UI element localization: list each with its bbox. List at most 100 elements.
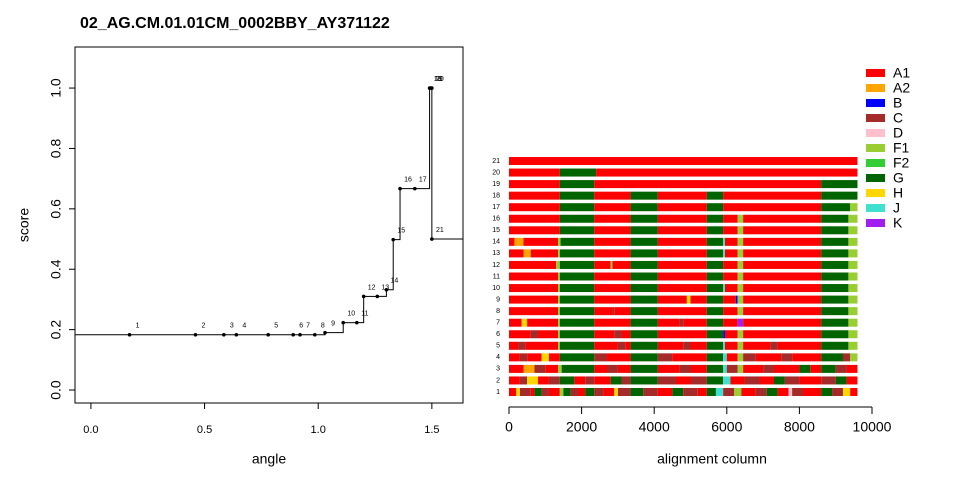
segment [545, 364, 559, 373]
segment [706, 364, 724, 373]
legend-swatch [866, 99, 885, 107]
segment [737, 353, 744, 362]
segment [558, 284, 560, 293]
segment [723, 203, 822, 212]
segment [585, 388, 595, 396]
segment [777, 341, 822, 350]
segment [773, 364, 800, 373]
row-label: 5 [496, 343, 500, 350]
segment [509, 272, 559, 281]
segment [621, 330, 631, 339]
segment [743, 307, 822, 316]
segment [657, 376, 676, 385]
segment [850, 353, 858, 362]
segment [821, 376, 836, 385]
segment [723, 353, 727, 362]
segment [630, 191, 658, 200]
segment [850, 388, 858, 396]
segment [792, 353, 822, 362]
segment [723, 214, 738, 223]
segment [657, 307, 707, 316]
segment [723, 330, 725, 339]
segment [594, 260, 611, 269]
segment [509, 180, 560, 189]
point [266, 332, 271, 337]
segment [530, 249, 559, 258]
segment [614, 307, 631, 316]
legend-label: C [893, 110, 903, 126]
segment [706, 260, 724, 269]
segment [538, 330, 559, 339]
segment [848, 307, 858, 316]
plot-frame [74, 46, 464, 404]
segment [558, 341, 560, 350]
row-label: 13 [492, 250, 500, 257]
segment [558, 295, 560, 304]
segment [509, 318, 522, 327]
segment [723, 376, 731, 385]
segment [527, 376, 539, 385]
row-label: 6 [496, 331, 500, 338]
point [298, 332, 302, 337]
segment [743, 330, 822, 339]
point-label: 20 [436, 76, 444, 83]
segment [614, 330, 622, 339]
segment [723, 237, 725, 246]
segment [848, 260, 858, 269]
segment [690, 295, 707, 304]
segment [723, 307, 738, 316]
segment [706, 376, 724, 385]
x-tick-label: 6000 [711, 419, 742, 435]
segment [679, 318, 684, 327]
segment [523, 364, 535, 373]
point [361, 294, 366, 299]
segment [519, 388, 531, 396]
step-line [325, 322, 344, 334]
segment [577, 388, 586, 396]
segment [683, 388, 698, 396]
segment [821, 203, 851, 212]
point-label: 10 [347, 311, 355, 318]
segment [596, 168, 858, 177]
segment [614, 388, 618, 396]
segment [612, 260, 631, 269]
segment [846, 376, 858, 385]
segment [766, 388, 778, 396]
segment [737, 341, 744, 350]
legend-swatch [866, 114, 885, 122]
segment [737, 330, 744, 339]
segment [835, 364, 847, 373]
segment [743, 284, 822, 293]
segment [846, 364, 858, 373]
legend-swatch [866, 174, 885, 182]
segment [559, 168, 597, 177]
point-label: 9 [331, 320, 335, 327]
point [222, 332, 226, 337]
point-label: 18 [434, 76, 442, 83]
segment [558, 364, 562, 373]
segment [690, 364, 707, 373]
segment [723, 318, 738, 327]
segment [848, 214, 858, 223]
segment [675, 376, 691, 385]
segment [630, 260, 658, 269]
point-label: 21 [436, 227, 444, 234]
segment [519, 376, 528, 385]
segment [630, 226, 658, 235]
legend-swatch [866, 129, 885, 137]
x-tick-label: 1.5 [424, 424, 439, 436]
segment [848, 237, 858, 246]
segment [821, 214, 849, 223]
point [323, 330, 327, 335]
segment [842, 388, 851, 396]
segment [821, 330, 849, 339]
segment [690, 341, 707, 350]
segment [594, 249, 631, 258]
segment [755, 353, 782, 362]
point-label: 5 [274, 323, 278, 330]
segment [726, 364, 738, 373]
segment [657, 318, 680, 327]
segment [781, 353, 793, 362]
segment [723, 226, 738, 235]
segment [821, 353, 843, 362]
